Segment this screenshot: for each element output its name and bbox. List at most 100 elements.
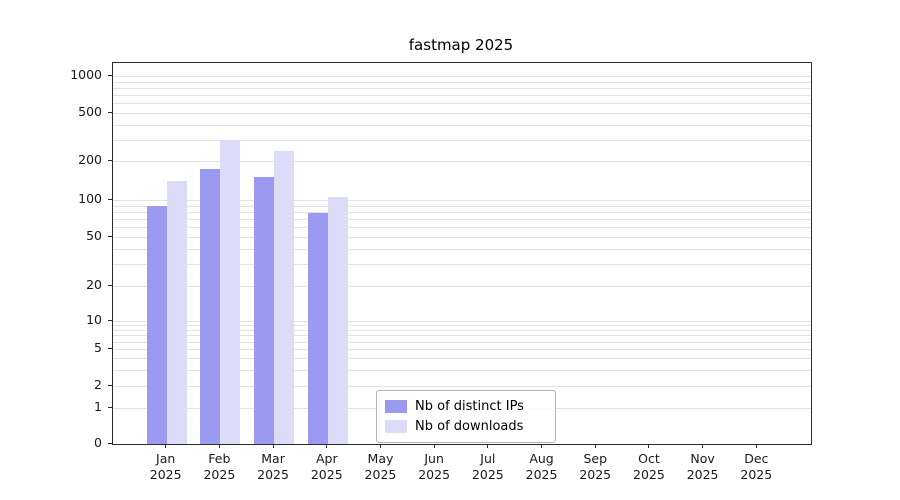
y-tick-label: 0	[94, 435, 102, 450]
x-tick-year: 2025	[364, 467, 397, 482]
x-tick-year: 2025	[310, 467, 343, 482]
bar-downloads	[274, 151, 295, 444]
y-tick-mark	[108, 443, 112, 444]
y-tick-label: 20	[86, 277, 102, 292]
x-tick-month: Mar	[261, 451, 285, 466]
gridline	[113, 321, 811, 322]
x-tick-mark	[648, 444, 650, 448]
y-tick-mark	[108, 407, 112, 408]
y-tick-label: 1	[94, 399, 102, 414]
bar-downloads	[327, 197, 348, 444]
x-tick-month: Dec	[744, 451, 769, 466]
x-tick-label: Mar 2025	[241, 451, 305, 483]
bar-distinct-ips	[307, 213, 328, 444]
x-tick-year: 2025	[525, 467, 558, 482]
x-tick-month: Jun	[424, 451, 444, 466]
chart-title: fastmap 2025	[408, 36, 514, 54]
legend-swatch-distinct-ips	[385, 399, 407, 413]
x-tick-year: 2025	[740, 467, 773, 482]
gridline	[113, 139, 811, 141]
x-tick-label: Sep 2025	[563, 451, 627, 483]
y-tick-mark	[108, 385, 112, 386]
plot-area	[112, 62, 812, 445]
legend-label: Nb of distinct IPs	[415, 398, 524, 414]
x-tick-month: Aug	[529, 451, 554, 466]
x-tick-year: 2025	[149, 467, 182, 482]
bar-distinct-ips	[254, 177, 275, 444]
x-tick-year: 2025	[686, 467, 719, 482]
y-tick-label: 1000	[70, 67, 102, 82]
gridline	[113, 286, 811, 287]
gridline	[113, 227, 811, 229]
x-tick-mark	[487, 444, 489, 448]
gridline	[113, 200, 811, 201]
legend-item: Nb of distinct IPs	[385, 396, 547, 416]
y-tick-mark	[108, 285, 112, 286]
gridline	[113, 124, 811, 126]
x-tick-mark	[272, 444, 274, 448]
gridline	[113, 161, 811, 162]
gridline	[113, 330, 811, 331]
y-tick-label: 5	[94, 340, 102, 355]
x-tick-label: May 2025	[348, 451, 412, 483]
x-tick-label: Aug 2025	[510, 451, 574, 483]
x-tick-mark	[165, 444, 167, 448]
legend-item: Nb of downloads	[385, 416, 547, 436]
x-tick-month: Oct	[638, 451, 660, 466]
gridline	[113, 81, 811, 83]
x-tick-month: Nov	[690, 451, 715, 466]
y-tick-label: 50	[86, 228, 102, 243]
x-tick-mark	[218, 444, 220, 448]
gridline	[113, 341, 811, 343]
y-tick-label: 2	[94, 377, 102, 392]
y-tick-label: 500	[78, 104, 102, 119]
y-tick-label: 100	[78, 191, 102, 206]
x-tick-mark	[326, 444, 328, 448]
bar-downloads	[220, 139, 241, 444]
x-tick-mark	[541, 444, 543, 448]
x-tick-month: Jul	[480, 451, 496, 466]
legend: Nb of distinct IPs Nb of downloads	[376, 390, 556, 443]
legend-label: Nb of downloads	[415, 418, 524, 434]
gridline	[113, 369, 811, 371]
y-tick-mark	[108, 236, 112, 237]
legend-swatch-downloads	[385, 419, 407, 433]
x-tick-month: Jan	[156, 451, 176, 466]
x-tick-mark	[379, 444, 381, 448]
gridline	[113, 264, 811, 266]
x-tick-mark	[594, 444, 596, 448]
bar-distinct-ips	[200, 168, 221, 444]
x-tick-year: 2025	[418, 467, 451, 482]
x-tick-month: May	[367, 451, 394, 466]
gridline	[113, 349, 811, 350]
gridline	[113, 87, 811, 89]
x-tick-year: 2025	[633, 467, 665, 482]
gridline	[113, 335, 811, 337]
y-tick-label: 10	[86, 312, 102, 327]
x-tick-label: Jun 2025	[402, 451, 466, 483]
gridline	[113, 248, 811, 250]
gridline	[113, 211, 811, 213]
y-tick-mark	[108, 320, 112, 321]
bar-distinct-ips	[146, 205, 167, 444]
x-tick-year: 2025	[579, 467, 612, 482]
x-tick-year: 2025	[471, 467, 504, 482]
y-tick-label: 200	[78, 152, 102, 167]
x-tick-label: Dec 2025	[724, 451, 788, 483]
x-tick-year: 2025	[203, 467, 236, 482]
gridline	[113, 113, 811, 114]
y-tick-mark	[108, 75, 112, 76]
gridline	[113, 325, 811, 327]
x-tick-mark	[702, 444, 704, 448]
x-tick-year: 2025	[257, 467, 289, 482]
y-tick-mark	[108, 112, 112, 113]
bar-downloads	[166, 181, 187, 444]
gridline	[113, 95, 811, 97]
x-tick-label: Jul 2025	[456, 451, 520, 483]
x-tick-label: Apr 2025	[295, 451, 359, 483]
x-tick-label: Oct 2025	[617, 451, 681, 483]
y-tick-mark	[108, 160, 112, 161]
gridline	[113, 386, 811, 387]
x-tick-label: Nov 2025	[671, 451, 735, 483]
